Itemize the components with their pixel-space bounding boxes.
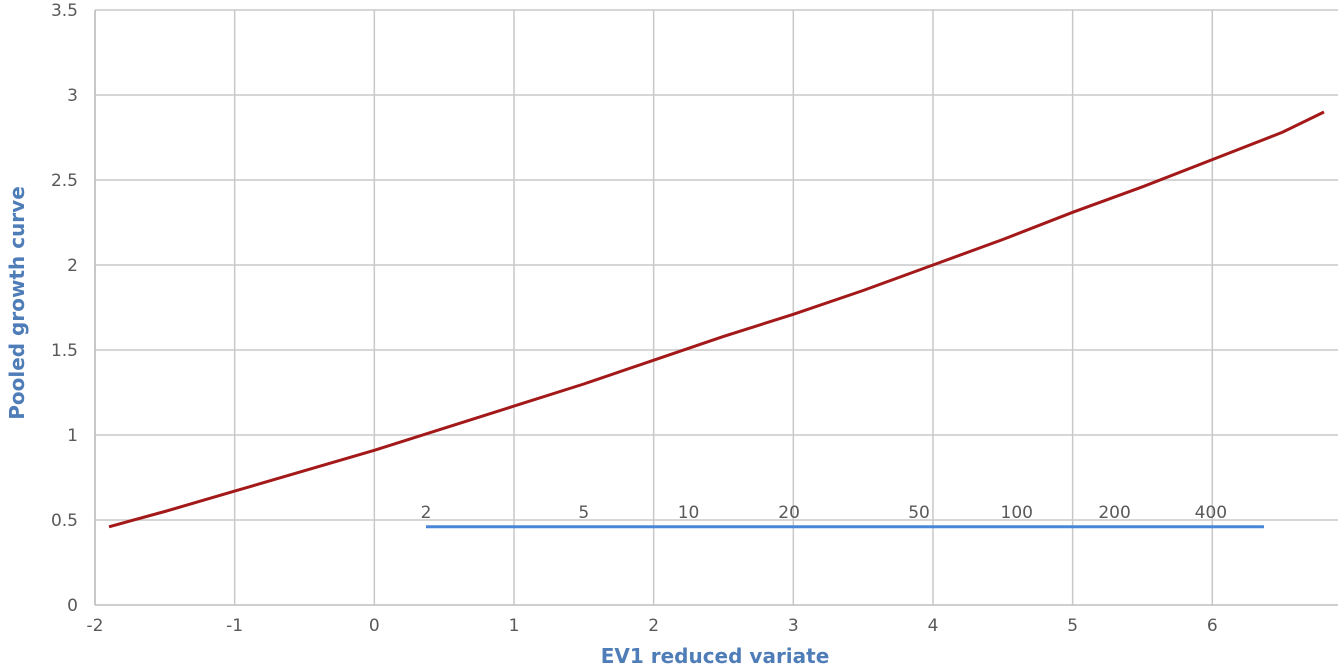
grid [94,9,1338,605]
return-period-label: 5 [578,503,589,523]
y-tick-label: 3 [67,86,78,106]
y-tick-label: 2.5 [51,171,78,191]
y-tick-label: 3.5 [51,1,78,21]
x-tick-label: 0 [369,616,380,636]
x-tick-label: -2 [87,616,104,636]
growth-curve-line [108,110,1325,529]
series [108,110,1325,529]
x-tick-label: 6 [1207,616,1218,636]
x-tick-label: -1 [226,616,243,636]
return-period-label: 400 [1195,503,1227,523]
y-tick-label: 1 [67,426,78,446]
return-period-label: 50 [908,503,930,523]
axes [94,10,1338,606]
y-axis-title: Pooled growth curve [5,186,29,420]
return-period-label: 20 [778,503,800,523]
x-axis-ticks: -2 -1 0 1 2 3 4 5 6 [87,616,1218,636]
return-period-label: 10 [678,503,700,523]
x-tick-label: 3 [788,616,799,636]
x-tick-label: 1 [509,616,520,636]
x-tick-label: 5 [1067,616,1078,636]
y-axis-ticks: 0 0.5 1 1.5 2 2.5 3 3.5 [51,1,78,616]
y-tick-label: 0.5 [51,511,78,531]
y-tick-label: 1.5 [51,341,78,361]
x-tick-label: 4 [928,616,939,636]
x-tick-label: 2 [648,616,659,636]
return-period-axis: 2 5 10 20 50 100 200 400 [421,503,1264,529]
return-period-label: 2 [421,503,432,523]
return-period-label: 100 [1001,503,1033,523]
x-axis-title: EV1 reduced variate [601,644,830,668]
y-tick-label: 0 [67,596,78,616]
return-period-label: 200 [1098,503,1130,523]
y-tick-label: 2 [67,256,78,276]
